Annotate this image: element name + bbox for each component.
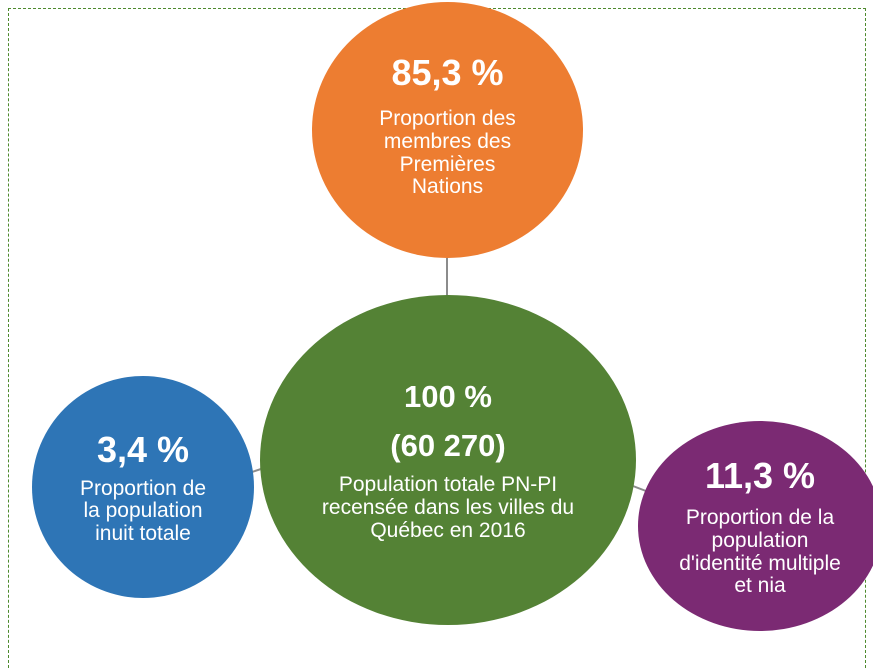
node-label: Proportion de la population d'identité m… [679,506,841,598]
connector [632,485,647,492]
node-value: 3,4 % [96,429,190,471]
node-count: (60 270) [390,427,506,463]
node-value: 100 % [404,378,492,414]
node-multiple: 11,3 % Proportion de la population d'ide… [638,421,873,631]
node-inuit: 3,4 % Proportion de la population inuit … [32,376,254,598]
node-label: Population totale PN-PI recensée dans le… [321,473,575,542]
node-first-nations: 85,3 % Proportion des membres des Premiè… [312,2,583,258]
node-label: Proportion de la population inuit totale [79,476,207,545]
node-value: 11,3 % [704,455,816,497]
node-label: Proportion des membres des Premières Nat… [379,107,516,199]
node-total: 100 % (60 270) Population totale PN-PI r… [260,295,636,625]
node-value: 85,3 % [391,52,504,94]
